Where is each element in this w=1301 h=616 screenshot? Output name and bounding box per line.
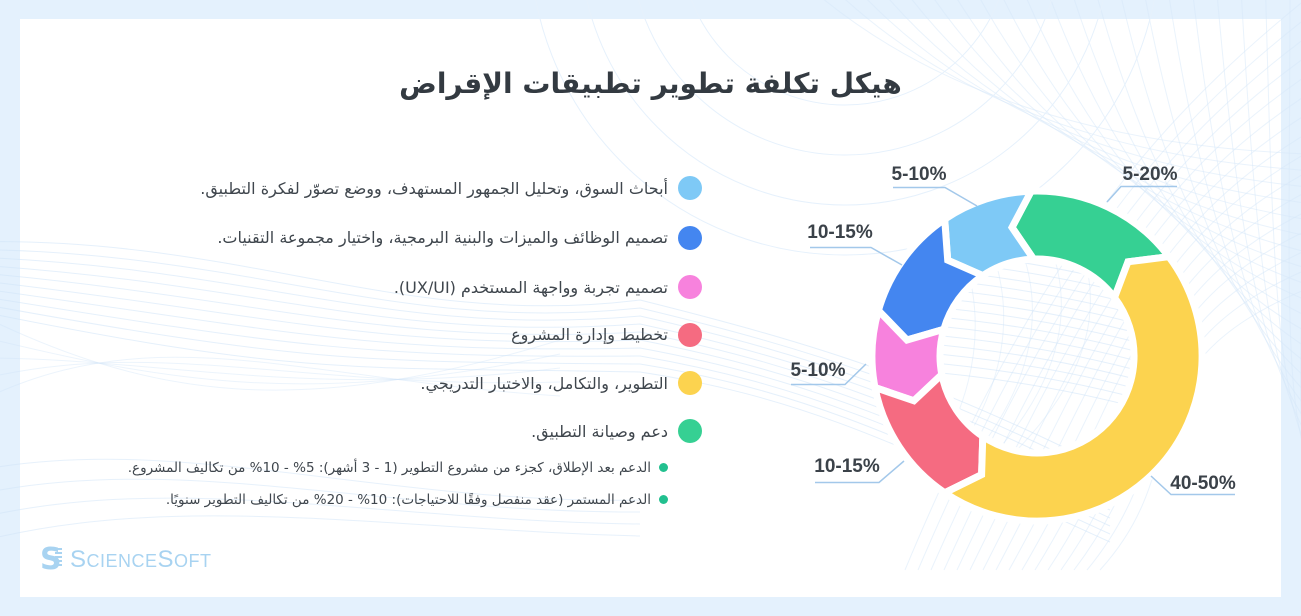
- legend-item-label: تخطيط وإدارة المشروع: [511, 325, 668, 344]
- legend-item-dot: [678, 322, 702, 347]
- label-callout-line: [815, 460, 905, 484]
- sciencesoft-logo: S ScienceSoft: [42, 543, 212, 572]
- label-callout-line: [810, 246, 903, 266]
- legend-item-label: تصميم تجربة وواجهة المستخدم (UX/UI).: [393, 277, 668, 297]
- page-title: هيكل تكلفة تطوير تطبيقات الإقراض: [399, 67, 902, 100]
- segment-percent-label: 10-15%: [807, 222, 873, 243]
- segment-percent-label: 40-50%: [1170, 473, 1236, 494]
- legend-item: دعم وصيانة التطبيق.: [531, 415, 702, 447]
- label-callout-line: [1106, 185, 1177, 203]
- legend-item-label: التطوير، والتكامل، والاختبار التدريجي.: [420, 373, 668, 393]
- label-callout-line: [1150, 475, 1235, 496]
- legend-item: تخطيط وإدارة المشروع: [511, 319, 702, 351]
- sciencesoft-logo-text: ScienceSoft: [70, 546, 212, 573]
- label-callout-line: [791, 363, 867, 386]
- legend-item: التطوير، والتكامل، والاختبار التدريجي.: [420, 367, 702, 399]
- segment-percent-label: 5-10%: [790, 360, 846, 381]
- legend-footnote-dot: [659, 463, 668, 472]
- legend-item-dot: [678, 371, 702, 395]
- segment-percent-label: 5-10%: [891, 164, 947, 185]
- legend-footnote: الدعم المستمر (عقد منفصل وفقًا للاحتياجا…: [166, 490, 668, 510]
- sciencesoft-icon: S: [42, 543, 62, 572]
- legend-item: تصميم الوظائف والميزات والبنية البرمجية،…: [217, 222, 702, 254]
- segment-planning: [870, 367, 987, 497]
- legend-footnote-dot: [659, 495, 668, 504]
- legend-item-dot: [678, 419, 702, 443]
- legend-item-dot: [678, 225, 702, 250]
- legend-item-dot: [678, 176, 702, 200]
- legend-item-dot: [678, 275, 702, 299]
- legend-item: تصميم تجربة وواجهة المستخدم (UX/UI).: [394, 271, 702, 303]
- legend-item: أبحاث السوق، وتحليل الجمهور المستهدف، وو…: [200, 172, 702, 204]
- segment-percent-label: 10-15%: [814, 456, 880, 477]
- legend-footnote-label: الدعم المستمر (عقد منفصل وفقًا للاحتياجا…: [165, 491, 651, 508]
- legend-item-label: تصميم الوظائف والميزات والبنية البرمجية،…: [217, 228, 668, 247]
- label-callout-line: [893, 186, 978, 207]
- segment-percent-label: 5-20%: [1122, 164, 1178, 185]
- segment-development: [937, 252, 1206, 525]
- legend-footnote: الدعم بعد الإطلاق، كجزء من مشروع التطوير…: [128, 458, 668, 478]
- legend-footnote-label: الدعم بعد الإطلاق، كجزء من مشروع التطوير…: [127, 459, 651, 476]
- legend-item-label: أبحاث السوق، وتحليل الجمهور المستهدف، وو…: [200, 178, 668, 198]
- legend-item-label: دعم وصيانة التطبيق.: [531, 421, 668, 441]
